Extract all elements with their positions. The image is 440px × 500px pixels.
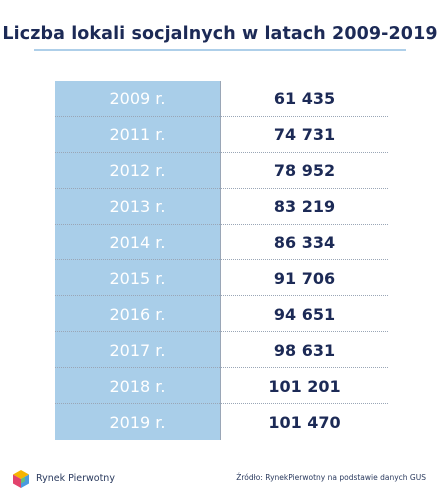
value-cell: 98 631 [273, 340, 336, 360]
cube-logo-icon [13, 470, 29, 488]
year-cell: 2016 r. [109, 304, 166, 324]
row-separator [55, 367, 388, 369]
table-row: 2011 r. 74 731 [55, 117, 388, 153]
year-cell: 2017 r. [109, 340, 166, 360]
row-separator [55, 259, 388, 261]
data-table: 2009 r. 61 435 2011 r. 74 731 2012 r. 78 952 2… [55, 81, 388, 440]
table-row: 2017 r. 98 631 [55, 332, 388, 369]
value-cell: 94 651 [273, 304, 336, 324]
table-row: 2016 r. 94 651 [55, 296, 388, 333]
row-separator [55, 295, 388, 297]
table-row: 2019 r. 101 470 [55, 404, 388, 440]
row-separator [55, 115, 388, 117]
value-cell: 74 731 [273, 125, 336, 145]
value-cell: 61 435 [273, 89, 336, 109]
table-row: 2012 r. 78 952 [55, 153, 388, 189]
source-note: Źródło: RynekPierwotny na podstawie dany… [236, 473, 426, 482]
value-cell: 101 470 [268, 412, 341, 432]
chart-title: Liczba lokali socjalnych w latach 2009-2… [2, 24, 438, 44]
table-row: 2015 r. 91 706 [55, 261, 388, 297]
year-column-background [55, 81, 220, 440]
brand-name: Rynek Pierwotny [36, 473, 115, 484]
value-cell: 91 706 [273, 268, 336, 288]
row-separator [55, 151, 388, 153]
row-separator [55, 187, 388, 189]
title-underline [34, 49, 406, 51]
table-row: 2018 r. 101 201 [55, 368, 388, 405]
year-cell: 2011 r. [109, 125, 166, 145]
value-cell: 86 334 [273, 233, 336, 253]
year-cell: 2015 r. [109, 268, 166, 288]
year-cell: 2013 r. [109, 197, 166, 217]
year-cell: 2009 r. [109, 89, 166, 109]
year-cell: 2012 r. [109, 161, 166, 181]
year-cell: 2018 r. [109, 376, 166, 396]
row-separator [55, 223, 388, 225]
table-row: 2014 r. 86 334 [55, 225, 388, 261]
year-cell: 2019 r. [109, 412, 166, 432]
table-row: 2009 r. 61 435 [55, 81, 388, 117]
year-cell: 2014 r. [109, 233, 166, 253]
row-separator [55, 403, 388, 405]
table-row: 2013 r. 83 219 [55, 189, 388, 225]
row-separator [55, 331, 388, 333]
value-cell: 78 952 [273, 161, 336, 181]
value-cell: 83 219 [273, 197, 336, 217]
value-cell: 101 201 [268, 376, 341, 396]
column-divider [220, 81, 221, 440]
